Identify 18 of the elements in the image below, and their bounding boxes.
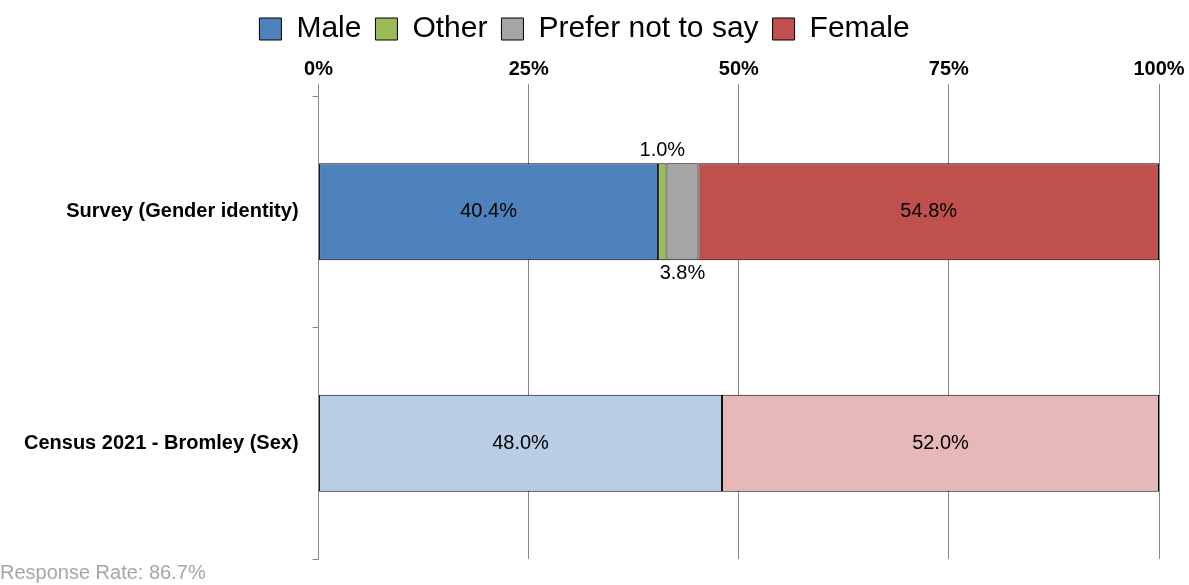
data-label: 48.0% xyxy=(492,430,550,453)
x-tick-label: 25% xyxy=(508,56,549,79)
data-label: 1.0% xyxy=(639,137,686,160)
text: Response Rate: 86.7% xyxy=(0,560,206,583)
x-tick-label: 100% xyxy=(1133,56,1185,79)
x-tick-label: 0% xyxy=(304,56,334,79)
legend-label: Male xyxy=(296,10,362,44)
data-label: 54.8% xyxy=(900,199,958,222)
data-label: 52.0% xyxy=(912,430,970,453)
x-tick-label: 50% xyxy=(718,56,760,79)
legend-label: Prefer not to say xyxy=(538,10,759,44)
x-tick-label: 75% xyxy=(928,56,970,79)
legend-label: Other xyxy=(412,10,488,44)
data-label: 3.8% xyxy=(659,260,706,283)
y-tick-label: Census 2021 - Bromley (Sex) xyxy=(24,430,299,453)
data-label: 40.4% xyxy=(460,199,518,222)
y-tick-label: Survey (Gender identity) xyxy=(66,199,299,222)
legend-label: Female xyxy=(809,10,910,44)
